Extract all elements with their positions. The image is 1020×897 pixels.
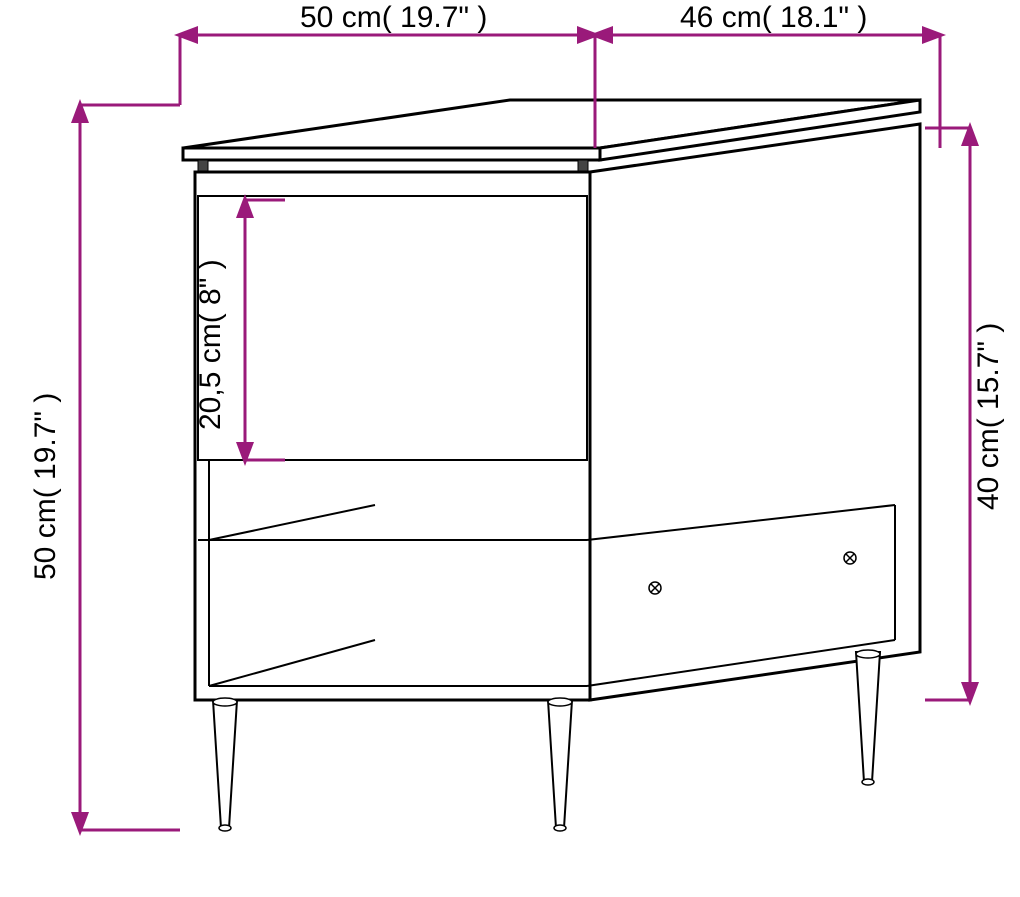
height-left: 50 cm( 19.7" ) xyxy=(29,105,180,830)
drawer-front xyxy=(198,196,587,460)
leg xyxy=(856,652,880,782)
furniture-drawing xyxy=(183,100,920,831)
body-h-right-label: 40 cm( 15.7" ) xyxy=(972,323,1005,510)
width-top-label: 50 cm( 19.7" ) xyxy=(300,1,487,34)
body-h-right: 40 cm( 15.7" ) xyxy=(925,128,1005,700)
side-panel xyxy=(590,124,920,700)
drawer-h-label: 20,5 cm( 8" ) xyxy=(194,259,227,430)
leg xyxy=(548,700,572,828)
width-top: 50 cm( 19.7" ) xyxy=(180,1,595,105)
depth-top-label: 46 cm( 18.1" ) xyxy=(680,1,867,34)
height-left-label: 50 cm( 19.7" ) xyxy=(29,393,62,580)
leg xyxy=(213,700,237,828)
